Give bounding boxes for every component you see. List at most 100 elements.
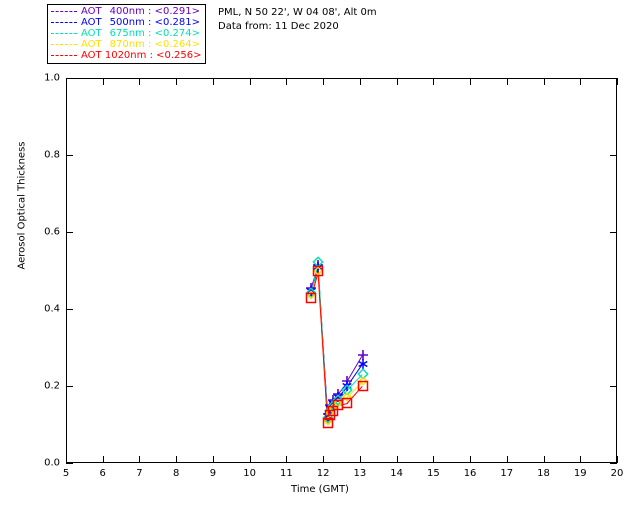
legend-item: AOT 1020nm : <0.256> bbox=[51, 50, 202, 61]
x-axis-tick bbox=[396, 456, 398, 463]
x-axis-tick bbox=[543, 456, 545, 463]
x-axis-tick-label: 11 bbox=[280, 468, 293, 479]
x-axis-tick bbox=[286, 456, 288, 463]
x-axis-tick-top bbox=[470, 78, 472, 85]
marker-square bbox=[342, 398, 353, 409]
legend-prefix: AOT bbox=[81, 38, 102, 50]
legend-line-sample bbox=[51, 33, 77, 34]
y-axis-tick-right bbox=[610, 232, 617, 233]
x-axis-tick-top bbox=[323, 78, 325, 85]
x-axis-title: Time (GMT) bbox=[291, 484, 349, 495]
marker-square bbox=[312, 266, 324, 277]
x-axis-tick-top bbox=[617, 78, 618, 85]
marker-square bbox=[325, 410, 336, 421]
x-axis-tick bbox=[580, 456, 582, 463]
legend-item-label: AOT 675nm : <0.274> bbox=[81, 27, 200, 39]
legend: AOT 400nm : <0.291> AOT 500nm : <0.281> AO… bbox=[47, 4, 206, 64]
x-axis-tick-label: 5 bbox=[62, 468, 70, 479]
x-axis-tick-top bbox=[212, 78, 214, 85]
legend-item-label: AOT 870nm : <0.264> bbox=[81, 38, 200, 50]
x-axis-tick bbox=[249, 456, 251, 463]
x-axis-tick-top bbox=[286, 78, 288, 85]
x-axis-tick bbox=[359, 456, 361, 463]
legend-mean-value: <0.256> bbox=[156, 49, 202, 61]
y-axis-tick-label: 0.0 bbox=[44, 457, 60, 469]
y-axis-tick bbox=[66, 155, 73, 156]
chart-title-block: PML, N 50 22', W 04 08', Alt 0m Data fro… bbox=[218, 6, 377, 34]
x-axis-tick-top bbox=[139, 78, 141, 85]
x-axis-tick-top bbox=[359, 78, 361, 85]
legend-separator: : bbox=[148, 16, 152, 28]
x-axis-tick bbox=[506, 456, 508, 463]
y-axis-tick-label: 1.0 bbox=[44, 72, 60, 84]
chart-title-line2: Data from: 11 Dec 2020 bbox=[218, 21, 339, 32]
legend-line-sample bbox=[51, 22, 77, 23]
x-axis-tick-label: 15 bbox=[426, 468, 440, 479]
y-axis-title: Aerosol Optical Thickness bbox=[16, 141, 28, 270]
x-axis-tick bbox=[139, 456, 141, 463]
legend-line-sample bbox=[51, 11, 77, 12]
x-axis-tick bbox=[433, 456, 435, 463]
data-series-markers bbox=[66, 78, 617, 463]
legend-mean-value: <0.291> bbox=[154, 5, 200, 17]
marker-square bbox=[305, 292, 316, 304]
x-axis-tick bbox=[176, 456, 178, 463]
legend-mean-value: <0.281> bbox=[154, 16, 200, 28]
plot-frame bbox=[66, 78, 617, 463]
x-axis-tick-top bbox=[176, 78, 178, 85]
legend-mean-value: <0.274> bbox=[154, 27, 200, 39]
x-axis-tick bbox=[617, 456, 618, 463]
y-axis-tick-right bbox=[610, 309, 617, 310]
x-axis-tick-top bbox=[396, 78, 398, 85]
x-axis-tick-label: 9 bbox=[209, 468, 217, 479]
x-axis-tick bbox=[323, 456, 325, 463]
x-axis-tick-top bbox=[580, 78, 582, 85]
y-axis-tick bbox=[66, 232, 73, 233]
marker-square bbox=[322, 417, 333, 429]
legend-separator: : bbox=[148, 27, 152, 39]
x-axis-tick-label: 10 bbox=[243, 468, 257, 479]
legend-item-label: AOT 500nm : <0.281> bbox=[81, 16, 200, 28]
x-axis-tick-label: 12 bbox=[316, 468, 330, 479]
legend-prefix: AOT bbox=[81, 16, 102, 28]
legend-separator: : bbox=[149, 49, 153, 61]
y-axis-tick-label: 0.4 bbox=[44, 303, 60, 315]
x-axis-tick-label: 13 bbox=[353, 468, 367, 479]
x-axis-tick-label: 7 bbox=[136, 468, 143, 479]
x-axis-tick-label: 16 bbox=[463, 468, 477, 479]
legend-separator: : bbox=[148, 5, 152, 17]
x-axis-tick-top bbox=[506, 78, 508, 85]
legend-item: AOT 675nm : <0.274> bbox=[51, 28, 202, 39]
y-axis-tick bbox=[66, 309, 73, 310]
x-axis-tick-label: 14 bbox=[390, 468, 403, 479]
y-axis-tick bbox=[66, 463, 73, 464]
x-axis-tick bbox=[102, 456, 104, 463]
x-axis-tick-label: 8 bbox=[173, 468, 180, 479]
marker-square bbox=[332, 400, 344, 411]
marker-square bbox=[357, 380, 369, 392]
x-axis-tick-label: 6 bbox=[99, 468, 106, 479]
legend-wavelength: 870nm bbox=[109, 38, 145, 50]
x-axis-tick-label: 18 bbox=[537, 468, 550, 479]
y-axis-tick-label: 0.8 bbox=[44, 149, 60, 161]
y-axis-tick-right bbox=[610, 463, 617, 464]
legend-line-sample bbox=[51, 55, 77, 56]
x-axis-tick-label: 19 bbox=[573, 468, 587, 479]
x-axis-tick-top bbox=[433, 78, 435, 85]
y-axis-tick-label: 0.2 bbox=[44, 380, 60, 392]
legend-line-sample bbox=[51, 44, 77, 45]
legend-wavelength: 1020nm bbox=[104, 49, 147, 61]
x-axis-tick bbox=[470, 456, 472, 463]
y-axis-tick-label: 0.6 bbox=[44, 226, 60, 238]
x-axis-tick-top bbox=[543, 78, 545, 85]
x-axis-tick-label: 20 bbox=[610, 468, 624, 479]
y-axis-tick bbox=[66, 78, 73, 79]
x-axis-tick-top bbox=[66, 78, 67, 85]
y-axis-tick bbox=[66, 386, 73, 387]
x-axis-tick bbox=[66, 456, 67, 463]
legend-item-label: AOT 400nm : <0.291> bbox=[81, 5, 200, 17]
y-axis-tick-right bbox=[610, 78, 617, 79]
x-axis-tick-label: 17 bbox=[500, 468, 514, 479]
marker-square bbox=[328, 405, 339, 416]
legend-item: AOT 870nm : <0.264> bbox=[51, 39, 202, 50]
